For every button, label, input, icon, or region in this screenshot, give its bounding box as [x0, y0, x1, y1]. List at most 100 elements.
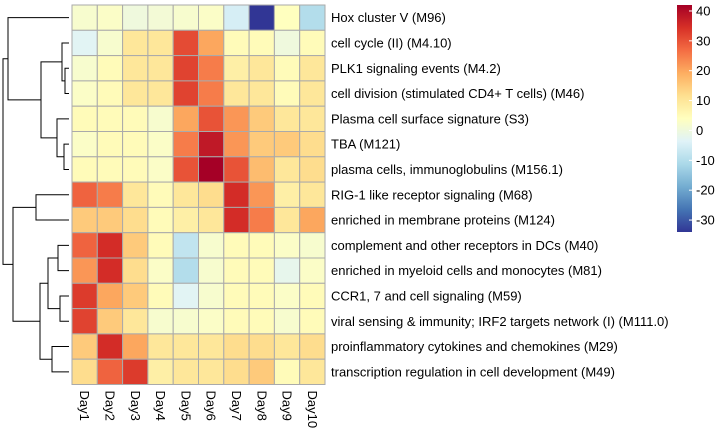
heatmap-cell — [71, 257, 98, 284]
heatmap-cell — [198, 80, 225, 107]
heatmap-cell — [223, 282, 250, 310]
heatmap-cell — [96, 257, 124, 284]
heatmap-cell — [198, 4, 225, 31]
heatmap-cell — [223, 232, 250, 259]
heatmap-cell — [248, 308, 275, 335]
heatmap-cell — [273, 181, 301, 208]
heatmap-cell — [147, 181, 174, 208]
heatmap-cell — [96, 55, 124, 82]
heatmap-cell — [273, 308, 301, 335]
heatmap-cell — [248, 232, 275, 259]
heatmap-cell — [198, 105, 225, 132]
heatmap-cell — [299, 105, 326, 132]
heatmap-cell — [299, 282, 326, 310]
heatmap-cell — [172, 282, 199, 310]
heatmap-cell — [71, 131, 98, 158]
row-label: transcription regulation in cell develop… — [331, 364, 615, 379]
heatmap-cell — [299, 80, 326, 107]
heatmap-cell — [223, 131, 250, 158]
heatmap-cell — [248, 156, 275, 183]
row-label: RIG-1 like receptor signaling (M68) — [331, 187, 533, 202]
heatmap-cell — [248, 206, 275, 234]
heatmap-cell — [248, 105, 275, 132]
column-label: Day4 — [153, 391, 168, 421]
heatmap-cell — [96, 358, 124, 386]
heatmap-cell — [223, 257, 250, 284]
heatmap-cell — [122, 55, 149, 82]
heatmap-cell — [299, 206, 326, 234]
heatmap-cell — [172, 181, 199, 208]
heatmap-cell — [299, 257, 326, 284]
heatmap-cell — [299, 308, 326, 335]
heatmap-cell — [248, 4, 275, 31]
column-label: Day9 — [280, 391, 295, 421]
heatmap-cell — [71, 29, 98, 57]
heatmap-cell — [248, 358, 275, 386]
heatmap-cell — [122, 282, 149, 310]
heatmap-cell — [96, 333, 124, 360]
heatmap-cell — [147, 232, 174, 259]
heatmap-cell — [248, 257, 275, 284]
heatmap-cell — [122, 358, 149, 386]
heatmap-cell — [273, 4, 301, 31]
heatmap-cell — [198, 282, 225, 310]
heatmap-cell — [299, 4, 326, 31]
heatmap-cell — [273, 333, 301, 360]
colorbar-tick-label: 20 — [696, 63, 710, 78]
row-dendrogram — [2, 17, 69, 373]
heatmap-cell — [273, 80, 301, 107]
row-label: Hox cluster V (M96) — [331, 10, 446, 25]
heatmap-cell — [299, 131, 326, 158]
heatmap-cell — [96, 29, 124, 57]
heatmap-cell — [172, 131, 199, 158]
heatmap-cell — [147, 156, 174, 183]
heatmap-cell — [198, 333, 225, 360]
heatmap-cell — [147, 105, 174, 132]
heatmap-cell — [198, 358, 225, 386]
heatmap-cell — [198, 156, 225, 183]
heatmap-cell — [147, 55, 174, 82]
heatmap-cell — [172, 257, 199, 284]
heatmap-cell — [172, 80, 199, 107]
colorbar-legend: 40 30 20 10 0 -10 -20 -30 — [677, 3, 715, 232]
heatmap-cell — [248, 29, 275, 57]
heatmap-cell — [71, 105, 98, 132]
heatmap-cell — [172, 308, 199, 335]
column-label: Day7 — [229, 391, 244, 421]
heatmap-cell — [172, 206, 199, 234]
heatmap-cell — [299, 156, 326, 183]
heatmap-cell — [122, 105, 149, 132]
row-label: proinflammatory cytokines and chemokines… — [331, 339, 618, 354]
heatmap-cell — [122, 232, 149, 259]
heatmap-cell — [147, 257, 174, 284]
heatmap-cell — [96, 181, 124, 208]
heatmap-cell — [223, 308, 250, 335]
colorbar-tick-label: 10 — [696, 93, 710, 108]
heatmap-cell — [273, 55, 301, 82]
heatmap-cell — [122, 257, 149, 284]
heatmap-cell — [96, 105, 124, 132]
heatmap-cell — [147, 4, 174, 31]
heatmap-cell — [299, 29, 326, 57]
row-label: PLK1 signaling events (M4.2) — [331, 61, 501, 76]
heatmap-cell — [71, 181, 98, 208]
heatmap-cell — [71, 232, 98, 259]
heatmap-cell — [96, 206, 124, 234]
heatmap-cell — [96, 4, 124, 31]
heatmap-cell — [172, 333, 199, 360]
heatmap-cell — [172, 358, 199, 386]
heatmap-cell — [172, 105, 199, 132]
heatmap-cell — [299, 181, 326, 208]
colorbar-tick-label: 0 — [696, 123, 703, 138]
heatmap-cell — [198, 55, 225, 82]
heatmap-cells — [71, 4, 326, 386]
heatmap-cell — [273, 358, 301, 386]
colorbar-tick-label: 30 — [696, 33, 710, 48]
heatmap-cell — [96, 80, 124, 107]
heatmap-cell — [122, 206, 149, 234]
heatmap-cell — [223, 105, 250, 132]
heatmap-cell — [223, 55, 250, 82]
heatmap-cell — [96, 131, 124, 158]
heatmap-cell — [147, 308, 174, 335]
